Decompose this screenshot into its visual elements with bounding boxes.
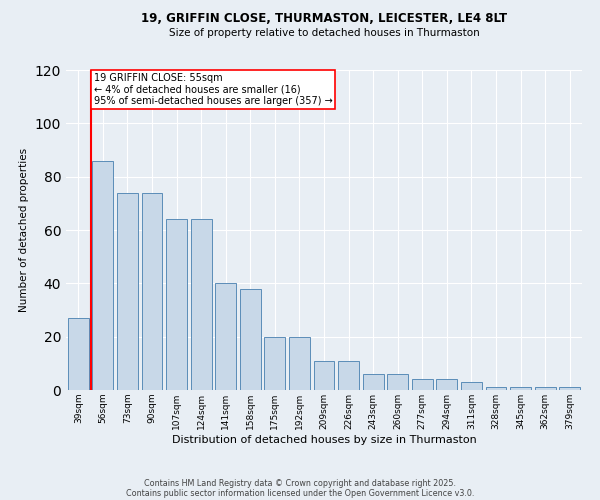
X-axis label: Distribution of detached houses by size in Thurmaston: Distribution of detached houses by size … (172, 434, 476, 444)
Bar (240, 288, 261, 390)
Text: 19 GRIFFIN CLOSE: 55sqm
← 4% of detached houses are smaller (16)
95% of semi-det: 19 GRIFFIN CLOSE: 55sqm ← 4% of detached… (94, 72, 332, 106)
Bar (485, 388, 506, 390)
Bar (436, 380, 457, 390)
Bar (412, 380, 433, 390)
Bar (215, 284, 236, 390)
Bar (191, 220, 212, 390)
Bar (314, 360, 334, 390)
Bar (117, 192, 138, 390)
Y-axis label: Number of detached properties: Number of detached properties (19, 148, 29, 312)
Text: Size of property relative to detached houses in Thurmaston: Size of property relative to detached ho… (169, 28, 479, 38)
Text: Contains public sector information licensed under the Open Government Licence v3: Contains public sector information licen… (126, 488, 474, 498)
Bar (559, 388, 580, 390)
Bar (92, 160, 113, 390)
Bar (166, 220, 187, 390)
Bar (461, 382, 482, 390)
Bar (362, 374, 383, 390)
Bar (142, 192, 163, 390)
Bar (535, 388, 556, 390)
Bar (510, 388, 531, 390)
Bar (68, 318, 89, 390)
Text: Contains HM Land Registry data © Crown copyright and database right 2025.: Contains HM Land Registry data © Crown c… (144, 478, 456, 488)
Bar (265, 336, 286, 390)
Bar (289, 336, 310, 390)
Bar (387, 374, 408, 390)
Bar (338, 360, 359, 390)
Text: 19, GRIFFIN CLOSE, THURMASTON, LEICESTER, LE4 8LT: 19, GRIFFIN CLOSE, THURMASTON, LEICESTER… (141, 12, 507, 26)
